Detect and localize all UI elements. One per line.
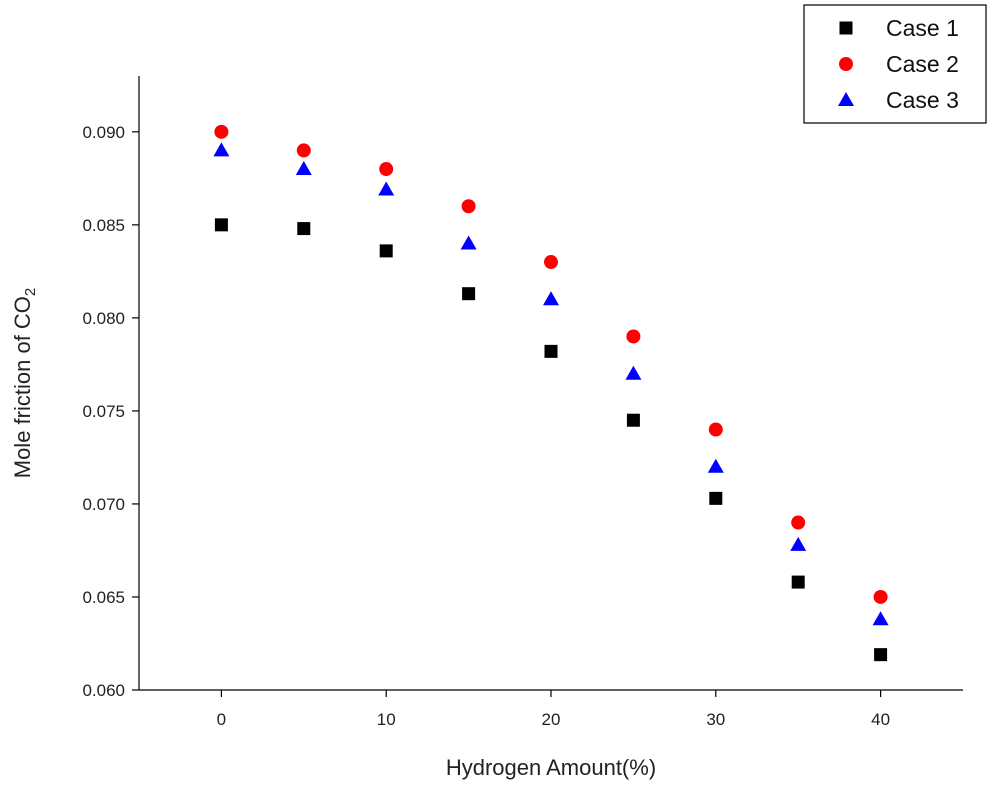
y-tick-label: 0.085 xyxy=(82,216,125,235)
legend-label: Case 3 xyxy=(886,87,959,113)
data-series xyxy=(213,124,889,662)
y-tick-label: 0.060 xyxy=(82,681,125,700)
data-point-square xyxy=(379,244,393,258)
y-tick-label: 0.075 xyxy=(82,402,125,421)
data-point-triangle xyxy=(625,365,642,380)
x-tick-label: 10 xyxy=(377,710,396,729)
data-point-circle xyxy=(873,589,888,604)
y-tick-label: 0.090 xyxy=(82,123,125,142)
data-point-square xyxy=(214,218,228,232)
legend-box xyxy=(803,4,987,124)
x-tick-label: 20 xyxy=(542,710,561,729)
x-tick-label: 30 xyxy=(706,710,725,729)
y-axis-title-subscript: 2 xyxy=(22,288,39,296)
data-point-square xyxy=(297,222,311,236)
data-point-circle xyxy=(461,199,476,214)
legend-items: Case 1 Case 2 Case 3 xyxy=(838,15,959,113)
data-point-triangle xyxy=(378,181,395,196)
data-point-circle xyxy=(791,515,806,530)
data-point-square xyxy=(544,344,558,358)
x-axis-ticks: 0 10 20 30 40 xyxy=(217,690,890,729)
data-point-triangle xyxy=(707,458,724,473)
data-point-circle xyxy=(708,422,723,437)
y-axis-title-main: Mole friction of CO xyxy=(10,296,35,478)
data-point-square xyxy=(791,575,805,589)
data-point-circle xyxy=(379,162,394,177)
legend-marker-square xyxy=(839,21,853,35)
data-point-triangle xyxy=(872,611,889,626)
legend: Case 1 Case 2 Case 3 xyxy=(803,4,987,124)
x-tick-label: 0 xyxy=(217,710,226,729)
legend-marker-triangle xyxy=(838,92,854,106)
y-tick-label: 0.065 xyxy=(82,588,125,607)
data-point-circle xyxy=(296,143,311,158)
y-tick-label: 0.070 xyxy=(82,495,125,514)
data-point-triangle xyxy=(790,536,807,551)
data-point-circle xyxy=(626,329,641,344)
data-point-square xyxy=(709,491,723,505)
data-point-triangle xyxy=(543,291,559,306)
y-axis-title: Mole friction of CO2 xyxy=(10,288,39,479)
series-2 xyxy=(214,124,888,604)
series-1 xyxy=(214,218,888,662)
data-point-triangle xyxy=(295,161,312,176)
x-tick-label: 40 xyxy=(871,710,890,729)
data-point-circle xyxy=(544,255,558,270)
legend-marker-circle xyxy=(839,57,853,71)
x-axis-title: Hydrogen Amount(%) xyxy=(446,755,656,780)
data-point-circle xyxy=(214,124,229,139)
legend-label: Case 2 xyxy=(886,51,959,77)
plot-area xyxy=(138,76,963,691)
data-point-triangle xyxy=(213,142,230,157)
data-point-square xyxy=(874,648,888,662)
legend-label: Case 1 xyxy=(886,15,959,41)
y-tick-label: 0.080 xyxy=(82,309,125,328)
series-3 xyxy=(213,142,889,626)
data-point-triangle xyxy=(460,235,477,250)
y-axis-ticks: 0.060 0.065 0.070 0.075 0.080 0.085 0.090 xyxy=(82,123,139,700)
data-point-square xyxy=(626,413,640,427)
data-point-square xyxy=(462,287,476,301)
